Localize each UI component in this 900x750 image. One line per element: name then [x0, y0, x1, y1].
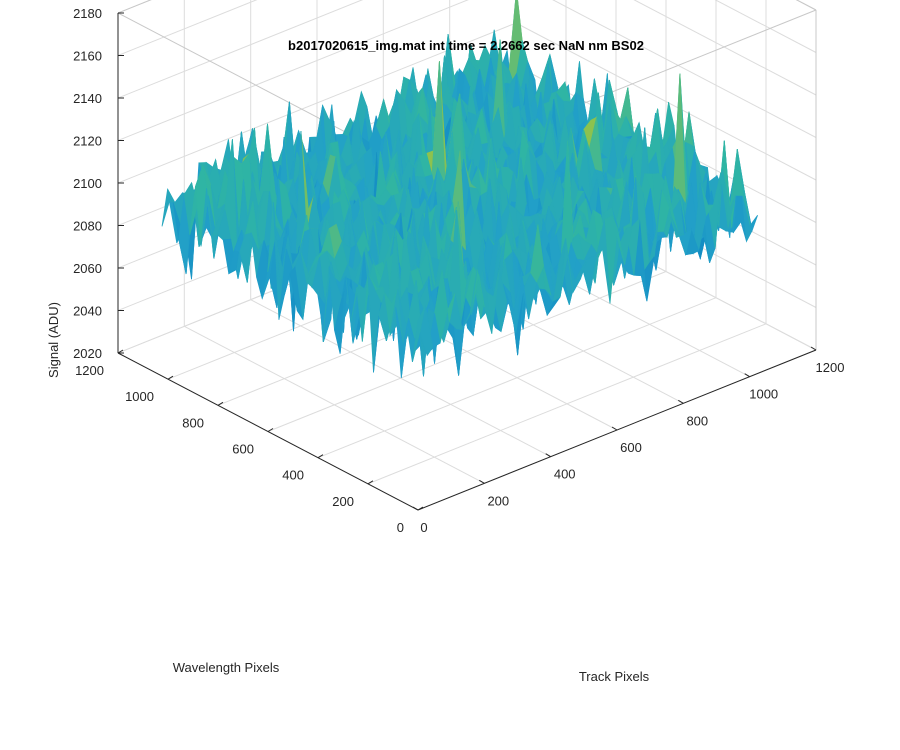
z-tick-label: 2180	[73, 6, 102, 21]
y-tick-label: 800	[182, 415, 204, 430]
grid-line	[267, 271, 667, 432]
y-axis-label: Wavelength Pixels	[173, 660, 280, 675]
x-tick-mark	[412, 506, 419, 511]
surface-patch	[412, 305, 426, 362]
x-tick-label: 0	[420, 520, 427, 535]
z-axis-label: Signal (ADU)	[46, 302, 61, 378]
y-tick-label: 1000	[125, 389, 154, 404]
z-tick-label: 2100	[73, 176, 102, 191]
y-tick-mark	[267, 428, 274, 432]
tick-labels: 0 200 400 600 800 1000 1200 0 200 400 600 800 1000 12…	[73, 6, 844, 535]
x-tick-mark	[545, 453, 551, 458]
chart-title: b2017020615_img.mat int time = 2.2662 se…	[288, 38, 644, 53]
y-tick-mark	[367, 480, 374, 485]
x-tick-label: 400	[554, 467, 576, 482]
z-tick-label: 2040	[73, 304, 102, 319]
y-tick-label: 0	[397, 520, 404, 535]
grid-line	[515, 22, 817, 181]
y-tick-mark	[167, 375, 174, 380]
grid-line	[367, 323, 767, 485]
x-tick-mark	[611, 426, 618, 431]
z-tick-label: 2160	[73, 49, 102, 64]
x-tick-mark	[810, 346, 817, 351]
grid-line	[117, 0, 258, 56]
grid-line	[714, 0, 817, 53]
grid-line	[117, 0, 469, 141]
x-tick-label: 200	[487, 493, 509, 508]
grid-line	[633, 0, 817, 96]
y-tick-label: 200	[332, 494, 354, 509]
x-tick-label: 600	[620, 440, 642, 455]
z-tick-label: 2080	[73, 219, 102, 234]
x-axis-label: Track Pixels	[579, 669, 650, 684]
z-tick-label: 2120	[73, 134, 102, 149]
y-tick-label: 1200	[75, 363, 104, 378]
z-tick-label: 2140	[73, 91, 102, 106]
z-tick-label: 2060	[73, 261, 102, 276]
grid-line	[552, 0, 817, 138]
y-tick-label: 400	[282, 468, 304, 483]
grid-line	[117, 0, 364, 99]
x-tick-mark	[678, 399, 684, 404]
x-tick-label: 1000	[749, 387, 778, 402]
grid-line	[317, 297, 717, 459]
y-tick-mark	[417, 506, 424, 511]
y-tick-mark	[217, 401, 224, 406]
y-tick-mark	[317, 454, 324, 459]
x-tick-mark	[744, 373, 750, 378]
x-tick-label: 800	[686, 413, 708, 428]
z-tick-label: 2020	[73, 346, 102, 361]
y-tick-label: 600	[232, 442, 254, 457]
x-tick-mark	[479, 479, 485, 484]
axis-lines	[117, 12, 817, 511]
surface-mesh	[161, 0, 758, 378]
x-tick-label: 1200	[816, 360, 845, 375]
